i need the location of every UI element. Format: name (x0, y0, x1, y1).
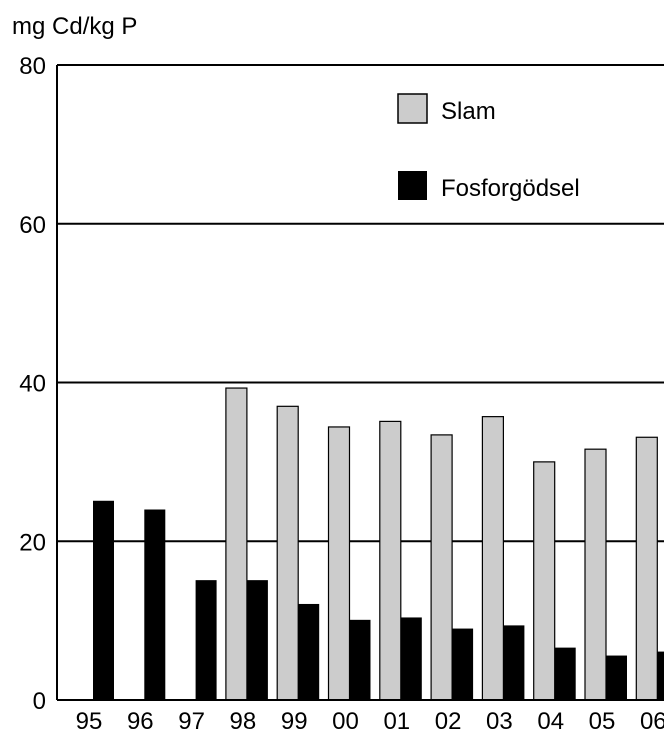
legend-label-slam: Slam (441, 98, 496, 125)
bar-slam (584, 448, 607, 701)
x-tick-label: 04 (537, 708, 564, 735)
bar-fosforgodsel (657, 651, 664, 700)
bar-fosforgodsel (246, 580, 268, 700)
x-tick-label: 02 (435, 708, 462, 735)
legend: Slam Fosforgödsel (397, 93, 580, 202)
y-tick-label: 0 (33, 688, 46, 715)
bar-slam (430, 434, 453, 701)
x-tick-label: 98 (230, 708, 257, 735)
x-tick-label: 00 (332, 708, 359, 735)
bar-fosforgodsel (606, 655, 627, 700)
legend-label-fosforgodsel: Fosforgödsel (441, 175, 580, 202)
y-tick-label: 20 (19, 529, 46, 556)
x-tick-label: 05 (589, 708, 616, 735)
bars (93, 387, 664, 701)
x-tick-label: 97 (178, 708, 205, 735)
bar-slam (481, 416, 504, 701)
bar-fosforgodsel (349, 619, 371, 700)
legend-swatch-fosforgodsel (398, 171, 427, 200)
bar-fosforgodsel (195, 580, 217, 700)
y-tick-label: 40 (19, 371, 46, 398)
bar-slam (379, 420, 402, 701)
x-tick-label: 95 (76, 708, 103, 735)
bar-slam (327, 426, 351, 701)
x-tick-label: 99 (281, 708, 308, 735)
bar-fosforgodsel (93, 500, 114, 700)
bar-fosforgodsel (144, 509, 166, 700)
x-tick-label: 06 (640, 708, 664, 735)
bar-fosforgodsel (298, 603, 320, 700)
y-tick-label: 80 (19, 53, 46, 80)
bar-fosforgodsel (400, 617, 422, 700)
gridlines (57, 64, 664, 543)
legend-swatch-slam (397, 93, 428, 124)
bar-fosforgodsel (503, 625, 525, 700)
x-tick-label: 03 (486, 708, 513, 735)
bar-fosforgodsel (554, 647, 576, 700)
bar-slam (225, 387, 248, 701)
x-tick-label: 96 (127, 708, 154, 735)
x-tick-label: 01 (383, 708, 410, 735)
bar-fosforgodsel (452, 628, 474, 700)
bar-slam (533, 461, 556, 701)
y-tick-labels: 0 20 40 60 80 (19, 53, 46, 715)
y-axis-label: mg Cd/kg P (12, 13, 137, 40)
x-tick-labels: 95 96 97 98 99 00 01 02 03 04 05 06 (76, 708, 664, 735)
y-tick-label: 60 (19, 212, 46, 239)
bar-slam (276, 405, 299, 701)
bar-slam (635, 436, 658, 701)
